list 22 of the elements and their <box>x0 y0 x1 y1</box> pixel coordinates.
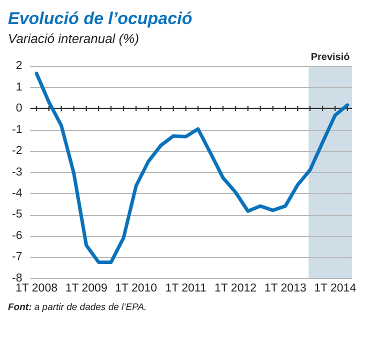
chart-subtitle: Variació interanual (%) <box>8 31 140 46</box>
band-label: Previsió <box>310 52 350 63</box>
text: Font: a partir de dades de l’EPA. <box>8 302 147 313</box>
y-tick-label: 2 <box>16 60 22 72</box>
y-tick-label: -1 <box>12 124 22 136</box>
x-tick-label: 1T 2012 <box>214 282 257 294</box>
x-tick-label: 1T 2009 <box>65 282 108 294</box>
y-tick-label: 0 <box>16 102 22 115</box>
y-tick-label: -8 <box>12 272 22 284</box>
y-tick-label: 1 <box>16 81 22 94</box>
y-tick-label: -5 <box>12 208 22 221</box>
x-tick-label: 1T 2011 <box>165 282 206 294</box>
y-tick-label: -7 <box>12 251 22 264</box>
x-tick-label: 1T 2008 <box>15 282 58 294</box>
x-tick-label: 1T 2014 <box>314 282 357 294</box>
x-tick-label: 1T 2010 <box>115 282 158 294</box>
y-tick-label: -2 <box>12 145 22 158</box>
y-tick-label: -3 <box>12 166 22 178</box>
x-tick-label: 1T 2013 <box>264 282 306 294</box>
chart-title: Evolució de l’ocupació <box>8 9 192 29</box>
y-tick-label: -4 <box>12 187 23 200</box>
y-tick-label: -6 <box>12 230 22 242</box>
